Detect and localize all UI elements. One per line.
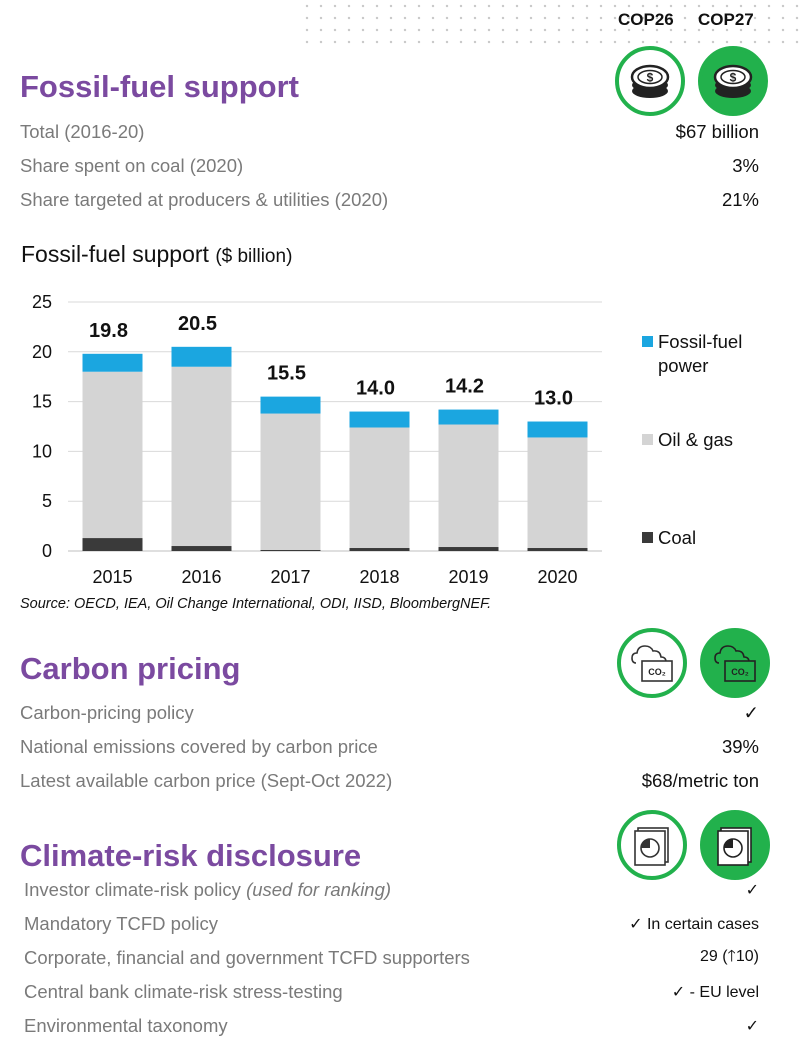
check-icon: ✓: [745, 1018, 759, 1035]
fossil-row-value: $67 billion: [675, 121, 759, 142]
bar-coal: [349, 548, 410, 551]
check-icon: ✓: [745, 882, 759, 899]
cop27-report-pie-chart-icon: [700, 810, 770, 880]
climate-row-supporters: Corporate, financial and government TCFD…: [24, 945, 759, 971]
legend-label: Coal: [658, 527, 696, 548]
bar-total-label: 15.5: [267, 363, 306, 385]
bar-oil-gas: [349, 427, 410, 549]
bar-oil-gas: [438, 424, 499, 548]
cop27-cloud-co2-icon: CO₂: [700, 628, 770, 698]
check-icon: ✓: [743, 702, 759, 723]
legend-swatch: [642, 336, 653, 347]
bar-total-label: 20.5: [178, 313, 217, 335]
x-tick-label: 2020: [537, 567, 577, 587]
legend-label: Fossil-fuel: [658, 331, 742, 352]
climate-row-label: Environmental taxonomy: [24, 1015, 228, 1036]
fossil-row-producers-share: Share targeted at producers & utilities …: [20, 187, 759, 213]
bar-total-label: 14.2: [445, 376, 484, 398]
bar-oil-gas: [82, 371, 143, 539]
legend-label: power: [658, 355, 708, 376]
carbon-row-label: Latest available carbon price (Sept-Oct …: [20, 770, 393, 791]
carbon-row-value: $68/metric ton: [641, 770, 759, 791]
cop27-coins-icon: $: [698, 46, 768, 116]
y-tick-label: 20: [32, 342, 52, 362]
x-tick-label: 2019: [448, 567, 488, 587]
chart-title-main: Fossil-fuel support: [21, 241, 209, 267]
cop26-header: COP26: [618, 10, 674, 29]
bar-total-label: 19.8: [89, 320, 128, 342]
climate-row-stress-testing: Central bank climate-risk stress-testing…: [24, 979, 759, 1005]
bar-fossil-fuel-power: [349, 411, 410, 428]
chart-title: Fossil-fuel support ($ billion): [21, 241, 292, 268]
carbon-row-emissions: National emissions covered by carbon pri…: [20, 734, 759, 760]
y-tick-label: 0: [42, 541, 52, 561]
fossil-row-label: Share targeted at producers & utilities …: [20, 189, 389, 210]
bar-fossil-fuel-power: [260, 396, 321, 414]
carbon-row-policy: Carbon-pricing policy ✓: [20, 700, 759, 726]
climate-row-value: ✓ - EU level: [671, 984, 759, 1001]
x-tick-label: 2016: [181, 567, 221, 587]
climate-row-label: Central bank climate-risk stress-testing: [24, 981, 343, 1002]
y-tick-label: 5: [42, 491, 52, 511]
legend-swatch: [642, 434, 653, 445]
co2-label: CO₂: [648, 667, 666, 677]
fossil-row-coal-share: Share spent on coal (2020) 3%: [20, 153, 759, 179]
carbon-row-value: 39%: [721, 736, 759, 757]
bar-total-label: 14.0: [356, 378, 395, 400]
bar-fossil-fuel-power: [82, 353, 143, 372]
carbon-section-title: Carbon pricing: [20, 651, 241, 686]
x-tick-label: 2018: [359, 567, 399, 587]
legend-label: Oil & gas: [658, 429, 733, 450]
fossil-section-title: Fossil-fuel support: [20, 69, 299, 104]
climate-row-label-note: (used for ranking): [246, 879, 392, 900]
bar-fossil-fuel-power: [171, 346, 232, 367]
y-tick-label: 25: [32, 292, 52, 312]
climate-row-label: Investor climate-risk policy (used for r…: [24, 879, 391, 901]
svg-text:$: $: [730, 71, 737, 85]
chart-source: Source: OECD, IEA, Oil Change Internatio…: [20, 596, 492, 612]
co2-label: CO₂: [731, 667, 749, 677]
climate-row-label: Mandatory TCFD policy: [24, 913, 218, 934]
bar-coal: [527, 548, 588, 551]
bar-coal: [171, 546, 232, 551]
bar-oil-gas: [171, 366, 232, 547]
fossil-row-label: Total (2016-20): [20, 121, 145, 142]
cop26-cloud-co2-icon: CO₂: [617, 628, 687, 698]
climate-row-investor: Investor climate-risk policy (used for r…: [24, 877, 759, 903]
climate-row-value: ✓ In certain cases: [629, 916, 759, 933]
cop26-coins-icon: $: [615, 46, 685, 116]
bar-fossil-fuel-power: [438, 409, 499, 425]
fossil-row-total: Total (2016-20) $67 billion: [20, 119, 759, 145]
climate-row-taxonomy: Environmental taxonomy ✓: [24, 1013, 759, 1039]
dot-pattern: [300, 0, 801, 52]
carbon-row-label: Carbon-pricing policy: [20, 702, 194, 723]
carbon-row-price: Latest available carbon price (Sept-Oct …: [20, 768, 759, 794]
climate-section-title: Climate-risk disclosure: [20, 838, 362, 873]
legend-swatch: [642, 532, 653, 543]
bar-oil-gas: [527, 437, 588, 549]
fossil-row-value: 3%: [732, 155, 759, 176]
carbon-row-label: National emissions covered by carbon pri…: [20, 736, 378, 757]
cop27-header: COP27: [698, 10, 754, 29]
climate-row-label-main: Investor climate-risk policy: [24, 879, 241, 900]
fossil-row-value: 21%: [721, 189, 759, 210]
fossil-support-chart: 0 5 10 15 20 25 19.8 2015 20.5 2016 15.5 2017 14.0 20…: [32, 292, 742, 587]
bar-total-label: 13.0: [534, 388, 573, 410]
x-tick-label: 2017: [270, 567, 310, 587]
y-tick-label: 15: [32, 392, 52, 412]
bar-coal: [260, 550, 321, 551]
bar-fossil-fuel-power: [527, 421, 588, 438]
fossil-row-label: Share spent on coal (2020): [20, 155, 244, 176]
svg-text:$: $: [647, 71, 654, 85]
bar-coal: [438, 547, 499, 551]
climate-row-label: Corporate, financial and government TCFD…: [24, 947, 470, 968]
bar-coal: [82, 538, 143, 551]
climate-row-value: 29 (🡑10): [699, 947, 759, 965]
climate-row-tcfd: Mandatory TCFD policy ✓ In certain cases: [24, 911, 759, 937]
x-tick-label: 2015: [92, 567, 132, 587]
cop26-report-pie-chart-icon: [617, 810, 687, 880]
y-tick-label: 10: [32, 441, 52, 461]
chart-title-unit: ($ billion): [215, 246, 293, 267]
bar-oil-gas: [260, 413, 321, 551]
